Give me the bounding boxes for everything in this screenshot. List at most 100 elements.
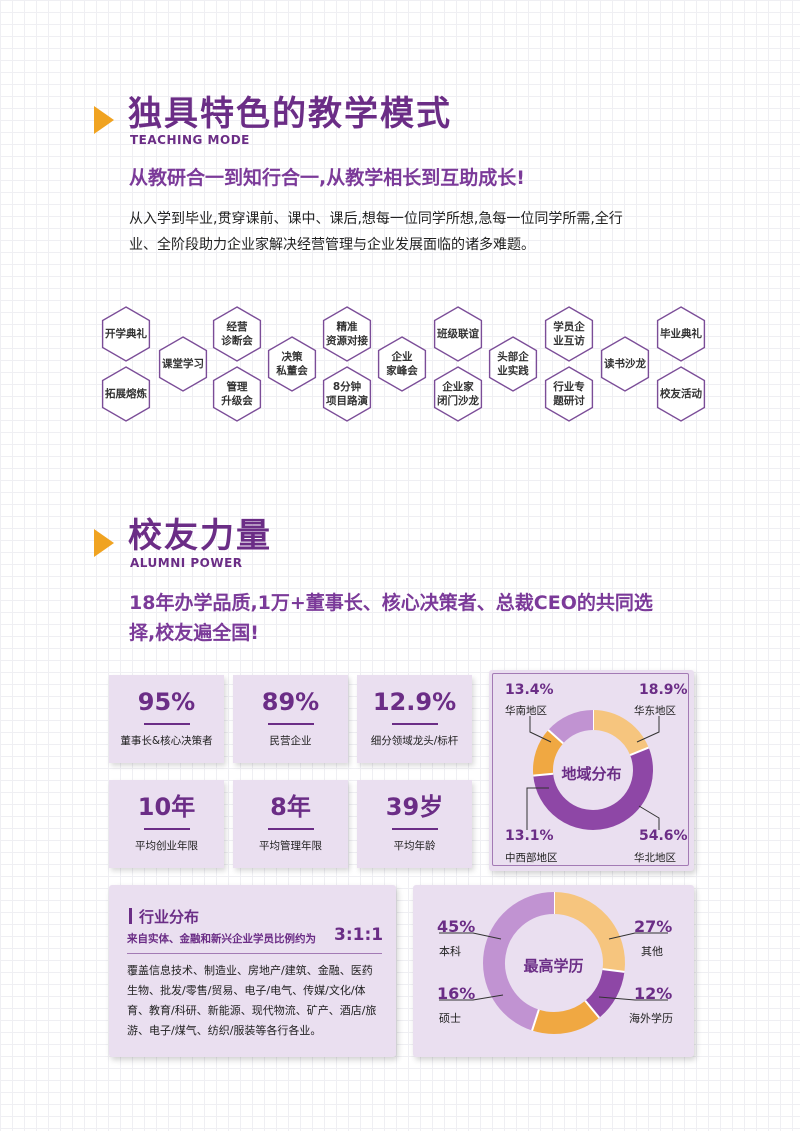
stat-card: 8年 平均管理年限: [233, 780, 348, 868]
slice-label-overseas: 海外学历: [629, 1012, 673, 1025]
stat-divider: [391, 723, 438, 725]
teaching-step-label: 拓展熔炼: [105, 388, 147, 400]
stat-label: 平均管理年限: [259, 839, 322, 852]
alumni-subtitle-en: ALUMNI POWER: [130, 556, 243, 570]
leader-line: [526, 787, 549, 830]
teaching-step-hexagon: 校友活动: [653, 366, 709, 422]
teaching-title: 独具特色的教学模式: [128, 94, 452, 134]
stat-label: 民营企业: [269, 734, 312, 747]
donut-slice: [553, 892, 625, 972]
stat-label: 细分领域龙头/标杆: [370, 734, 459, 747]
industry-description: 覆盖信息技术、制造业、房地产/建筑、金融、医药 生物、批发/零售/贸易、电子/电…: [127, 961, 376, 1041]
teaching-step-hexagon: 8分钟 项目路演: [319, 366, 375, 422]
teaching-step-label: 精准 资源对接: [326, 321, 368, 347]
stat-card: 95% 董事长&核心决策者: [109, 675, 224, 763]
leader-line: [598, 996, 668, 1001]
stat-card: 89% 民营企业: [233, 675, 348, 763]
leader-line: [636, 716, 660, 743]
teaching-step-hexagon: 行业专 题研讨: [541, 366, 597, 422]
industry-desc-line: 育、教育/科研、新能源、现代物流、矿产、酒店/旅: [127, 1004, 377, 1017]
teaching-slogan: 从教研合一到知行合一,从教学相长到互助成长!: [129, 167, 525, 189]
slice-label-midwest: 中西部地区: [505, 852, 558, 864]
teaching-step-label: 学员企 业互访: [553, 321, 585, 347]
slice-label-south: 华南地区: [505, 705, 547, 717]
slice-value-south: 13.4%: [505, 682, 554, 698]
stat-divider: [143, 723, 190, 725]
teaching-step-hexagon: 管理 升级会: [209, 366, 265, 422]
stat-card: 10年 平均创业年限: [109, 780, 224, 868]
teaching-step-label: 开学典礼: [105, 328, 147, 340]
teaching-step-label: 经营 诊断会: [221, 321, 253, 347]
donut-slice: [533, 747, 653, 830]
section-marker-icon: [94, 106, 114, 134]
teaching-step-hexagon: 班级联谊: [430, 306, 486, 362]
teaching-step-hexagon: 拓展熔炼: [98, 366, 154, 422]
slice-label-bachelor: 本科: [439, 945, 461, 958]
teaching-paragraph-line2: 业、全阶段助力企业家解决经营管理与企业发展面临的诸多难题。: [129, 237, 535, 253]
donut-slice-gap: [629, 746, 650, 756]
industry-desc-line: 游、电子/煤气、纺织/服装等各行各业。: [127, 1024, 322, 1037]
donut-slice-gap: [584, 1000, 601, 1019]
alumni-title: 校友力量: [128, 516, 272, 556]
education-donut-chart: [439, 892, 668, 1034]
donut-slice: [533, 730, 564, 776]
donut-slice-gap: [547, 729, 564, 745]
stat-label: 平均年龄: [393, 839, 436, 852]
leader-line: [439, 994, 504, 1001]
donut-slice-gap: [531, 1009, 540, 1031]
stat-value: 8年: [270, 793, 311, 821]
section-marker-icon: [94, 529, 114, 557]
teaching-step-hexagon: 经营 诊断会: [209, 306, 265, 362]
donut-slice-gap: [533, 772, 554, 777]
stat-label: 平均创业年限: [135, 839, 198, 852]
leader-line: [638, 805, 660, 830]
slice-value-master: 16%: [437, 984, 476, 1003]
donut-slice: [483, 892, 555, 1031]
teaching-step-hexagon: 精准 资源对接: [319, 306, 375, 362]
teaching-step-hexagon: 学员企 业互访: [541, 306, 597, 362]
stat-divider: [267, 723, 314, 725]
stat-value: 95%: [137, 688, 196, 716]
stat-label: 董事长&核心决策者: [120, 734, 213, 747]
teaching-step-hexagon: 企业 家峰会: [374, 336, 430, 392]
teaching-step-hexagon: 头部企 业实践: [485, 336, 541, 392]
teaching-step-hexagon: 课堂学习: [155, 336, 211, 392]
slice-label-master: 硕士: [439, 1012, 461, 1025]
teaching-step-hexagon: 开学典礼: [98, 306, 154, 362]
education-chart-title: 最高学历: [523, 957, 584, 975]
card-inner-border: [492, 673, 689, 866]
teaching-step-label: 管理 升级会: [221, 381, 253, 407]
donut-slice: [532, 1000, 600, 1034]
slice-value-midwest: 13.1%: [505, 828, 554, 844]
industry-title-bar: [129, 908, 132, 924]
alumni-slogan-line2: 择,校友遍全国!: [129, 622, 259, 644]
slice-value-north: 54.6%: [639, 828, 688, 844]
stat-divider: [391, 828, 438, 830]
teaching-step-label: 班级联谊: [437, 328, 479, 340]
teaching-step-label: 决策 私董会: [276, 351, 308, 377]
region-distribution-card: 13.4% 华南地区 18.9% 华东地区 13.1% 中西部地区 54.6% …: [489, 670, 694, 871]
slice-value-overseas: 12%: [634, 984, 673, 1003]
stat-divider: [267, 828, 314, 830]
industry-ratio-text: 来自实体、金融和新兴企业学员比例约为: [127, 933, 316, 945]
industry-divider: [127, 953, 382, 954]
industry-ratio-value: 3:1:1: [334, 925, 384, 945]
slice-value-other: 27%: [634, 917, 673, 936]
teaching-step-label: 头部企 业实践: [497, 351, 529, 377]
slice-value-east: 18.9%: [639, 682, 688, 698]
teaching-step-label: 8分钟 项目路演: [326, 381, 368, 407]
donut-slice: [584, 968, 625, 1018]
industry-title: 行业分布: [139, 908, 200, 926]
teaching-step-hexagon: 决策 私董会: [264, 336, 320, 392]
teaching-subtitle-en: TEACHING MODE: [130, 133, 250, 147]
slice-label-other: 其他: [641, 945, 663, 958]
donut-slice-gap: [602, 968, 625, 973]
teaching-step-label: 校友活动: [660, 388, 702, 400]
stat-value: 39岁: [385, 793, 444, 821]
donut-slice: [548, 710, 594, 744]
stat-card: 39岁 平均年龄: [357, 780, 472, 868]
stat-value: 89%: [261, 688, 320, 716]
industry-desc-line: 生物、批发/零售/贸易、电子/电气、传媒/文化/体: [127, 984, 366, 997]
teaching-step-hexagon: 读书沙龙: [597, 336, 653, 392]
alumni-slogan-line1: 18年办学品质,1万+董事长、核心决策者、总裁CEO的共同选: [129, 592, 653, 614]
